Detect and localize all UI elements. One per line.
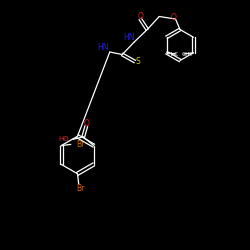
Text: HN: HN	[123, 33, 135, 42]
Text: HN: HN	[97, 43, 109, 52]
Text: H₃C: H₃C	[168, 52, 178, 57]
Text: CH₃: CH₃	[182, 52, 192, 57]
Text: O: O	[170, 12, 176, 22]
Text: Br: Br	[76, 184, 84, 193]
Text: O: O	[83, 119, 89, 128]
Text: O: O	[137, 12, 143, 20]
Text: S: S	[136, 57, 140, 66]
Text: HO: HO	[58, 136, 69, 142]
Text: Br: Br	[76, 140, 85, 149]
